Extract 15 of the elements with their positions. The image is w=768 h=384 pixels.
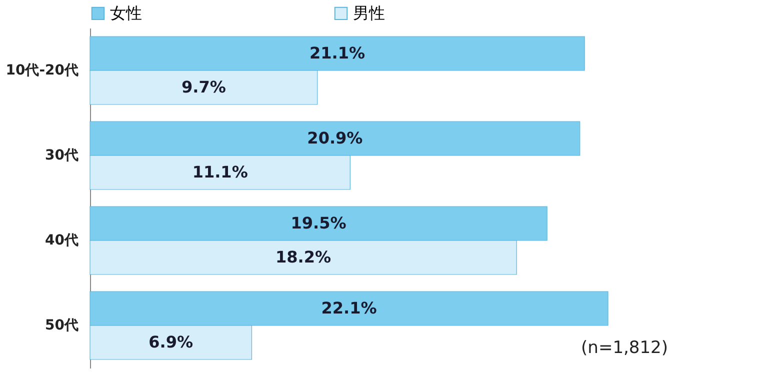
data-label: 20.9% [307,128,363,148]
y-tick-label: 30代 [45,148,78,164]
data-label: 19.5% [290,214,346,232]
y-tick-label: 50代 [45,318,78,334]
legend-label: 女性 [110,3,142,22]
data-label: 6.9% [148,332,194,352]
y-tick-label: 10代-20代 [6,62,78,78]
data-label: 22.1% [321,298,377,318]
annotation: (n=1,812) [581,338,668,358]
data-label: 21.1% [310,44,366,62]
data-label: 18.2% [276,248,332,266]
data-label: 9.7% [181,78,226,96]
data-label: 11.1% [192,162,248,182]
y-tick-label: 40代 [45,232,78,248]
legend-label: 男性 [353,3,385,22]
